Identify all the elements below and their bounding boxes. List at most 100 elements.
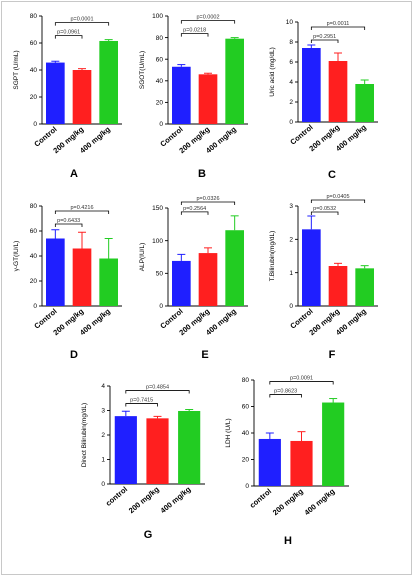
p-value-label: p=0.0001: [70, 17, 93, 23]
p-value-label: p=0.8623: [274, 389, 297, 395]
bar-2: [146, 418, 169, 484]
p-value-label: p=0.0218: [183, 28, 206, 34]
category-label: 400 mg/kg: [334, 122, 368, 153]
bar-1: [172, 260, 191, 306]
y-tick-label: 10: [286, 19, 294, 26]
y-axis-label: γ-GT(IU/L): [13, 241, 20, 272]
bar-2: [72, 248, 92, 306]
bar-3: [225, 38, 244, 124]
p-value-label: p=0.7415: [130, 398, 153, 404]
category-label: 400 mg/kg: [334, 306, 368, 337]
y-tick-label: 0: [245, 483, 249, 490]
y-tick-label: 60: [156, 56, 164, 63]
y-tick-label: 20: [242, 457, 250, 464]
y-tick-label: 100: [152, 13, 163, 20]
significance-bracket: [310, 39, 339, 43]
y-tick-label: 60: [30, 40, 38, 47]
y-tick-label: 50: [156, 271, 164, 278]
bar-3: [99, 40, 118, 124]
p-value-label: p=0.0002: [196, 15, 219, 21]
y-tick-label: 3: [289, 203, 293, 210]
y-tick-label: 80: [242, 377, 250, 384]
category-label: 200 mg/kg: [271, 486, 305, 517]
y-tick-label: 0: [289, 119, 293, 126]
y-tick-label: 80: [30, 203, 38, 210]
y-tick-label: 1: [101, 457, 105, 464]
y-tick-label: 2: [101, 432, 105, 439]
significance-bracket: [54, 223, 83, 227]
y-tick-label: 20: [30, 278, 38, 285]
bar-1: [258, 438, 281, 486]
y-axis-label: SGPT (U/mL): [13, 50, 20, 89]
p-value-label: p=0.4854: [146, 385, 169, 391]
bar-2: [198, 74, 218, 124]
category-label: 400 mg/kg: [78, 306, 112, 337]
y-tick-label: 3: [101, 408, 105, 415]
p-value-label: p=0.0011: [327, 21, 350, 27]
y-tick-label: 0: [289, 303, 293, 310]
significance-bracket: [180, 201, 236, 205]
panel-letter: A: [70, 168, 78, 180]
y-tick-label: 0: [101, 481, 105, 488]
y-axis-label: Direct Bilirubin(mg/dL): [81, 403, 88, 467]
significance-bracket: [180, 20, 236, 24]
panel-letter: G: [144, 529, 153, 541]
category-label: 200 mg/kg: [127, 484, 161, 515]
bar-1: [46, 238, 65, 306]
y-axis-label: LDH (U/L): [225, 418, 232, 447]
y-tick-label: 80: [30, 13, 38, 20]
significance-bracket: [125, 403, 158, 407]
bar-3: [322, 402, 345, 486]
panel-letter: D: [70, 349, 78, 361]
significance-bracket: [54, 210, 110, 214]
bar-3: [225, 230, 244, 306]
category-label: 400 mg/kg: [159, 484, 193, 515]
y-tick-label: 40: [242, 430, 250, 437]
bar-1: [172, 66, 191, 124]
y-tick-label: 40: [30, 67, 38, 74]
bar-1: [46, 62, 65, 124]
significance-bracket: [54, 22, 110, 26]
y-axis-label: Uric acid (mg/dL): [269, 47, 276, 96]
y-tick-label: 40: [156, 78, 164, 85]
p-value-label: p=0.2564: [183, 206, 206, 212]
bar-2: [328, 266, 348, 306]
p-value-label: p=0.0326: [196, 196, 219, 202]
p-value-label: p=0.0961: [57, 30, 80, 36]
bar-1: [114, 416, 137, 484]
y-tick-label: 40: [30, 253, 38, 260]
y-tick-label: 2: [289, 237, 293, 244]
bar-3: [178, 410, 201, 484]
significance-bracket: [269, 394, 302, 398]
y-tick-label: 60: [242, 404, 250, 411]
y-tick-label: 20: [30, 94, 38, 101]
significance-bracket: [180, 211, 209, 215]
y-tick-label: 150: [152, 205, 163, 212]
bar-2: [72, 70, 92, 124]
significance-bracket: [125, 390, 190, 394]
bar-1: [302, 48, 321, 122]
panel-letter: B: [198, 168, 206, 180]
p-value-label: p=0.6433: [57, 218, 80, 224]
p-value-label: p=0.4216: [70, 205, 93, 211]
y-tick-label: 8: [289, 39, 293, 46]
y-tick-label: 0: [159, 121, 163, 128]
category-label: control: [104, 485, 129, 508]
panel-letter: F: [329, 349, 336, 361]
significance-bracket: [180, 33, 209, 37]
bar-2: [198, 253, 218, 306]
p-value-label: p=0.0091: [290, 376, 313, 382]
y-tick-label: 1: [289, 270, 293, 277]
panel-letter: H: [284, 535, 292, 547]
category-label: 400 mg/kg: [303, 486, 337, 517]
panel-letter: E: [201, 349, 208, 361]
y-tick-label: 0: [159, 303, 163, 310]
